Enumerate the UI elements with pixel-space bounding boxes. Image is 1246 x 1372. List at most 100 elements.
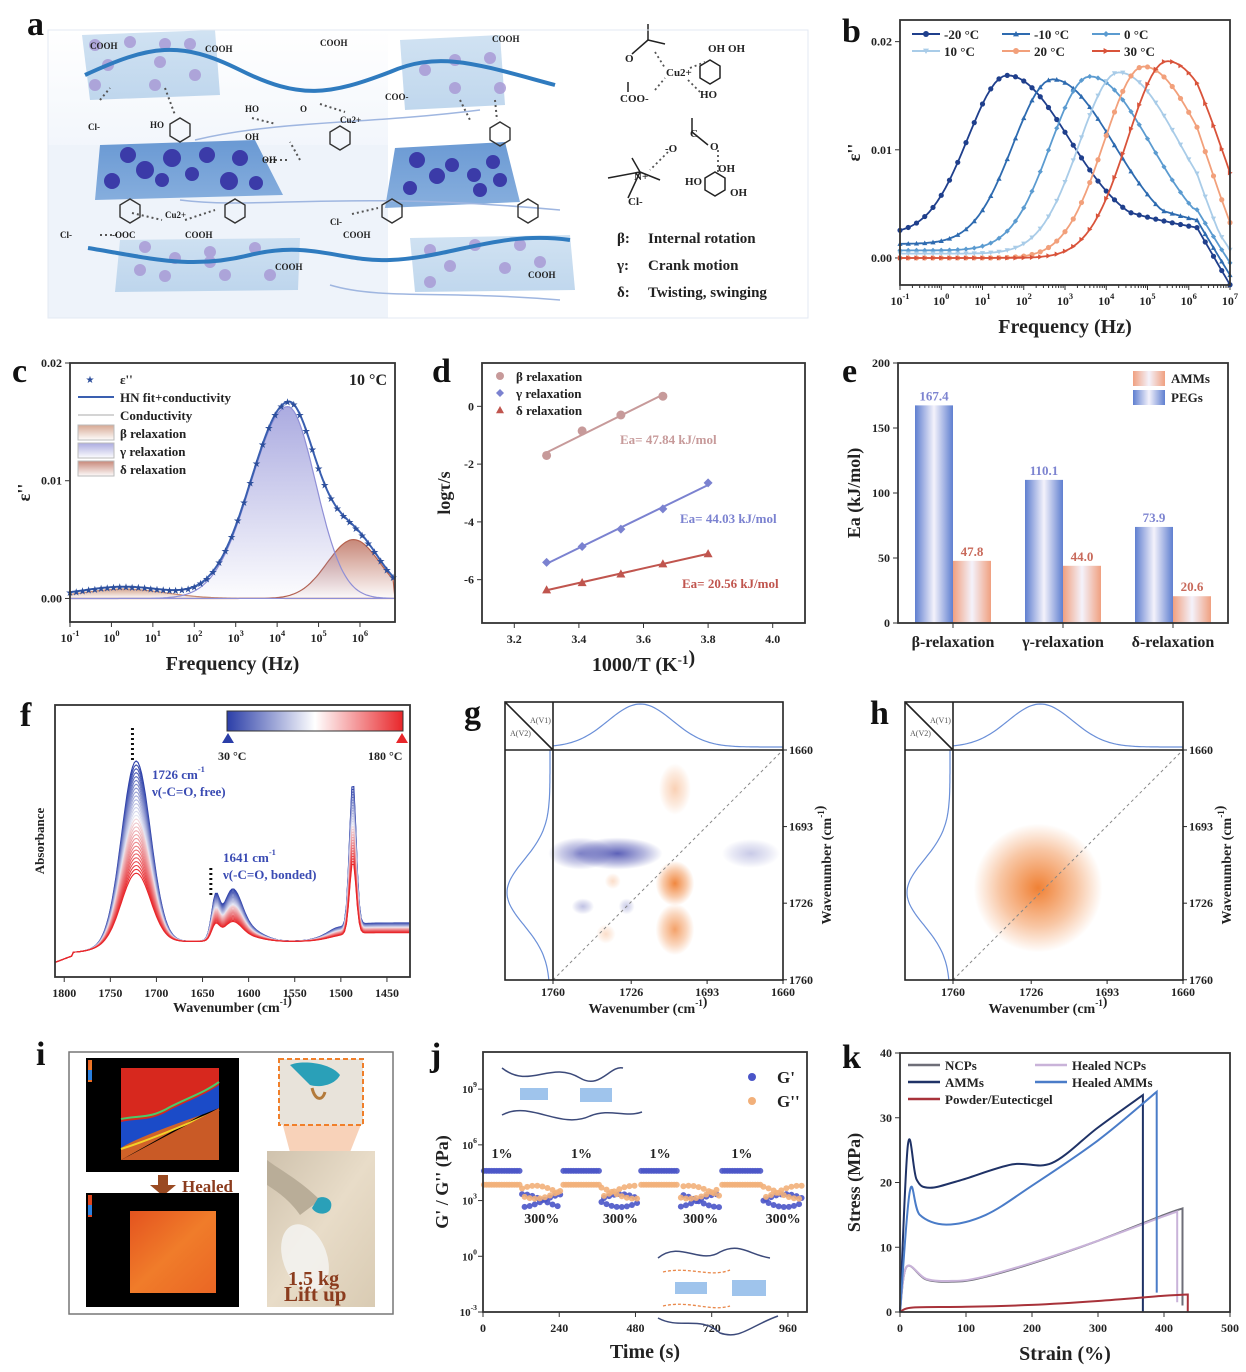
y-tick-label: 30: [880, 1111, 892, 1125]
legend-label: HN fit+conductivity: [120, 390, 232, 405]
data-point: [1219, 267, 1225, 274]
data-point-star: ★: [84, 586, 93, 597]
data-point-G'': [768, 1191, 775, 1198]
bar-AMMs: [1063, 565, 1101, 623]
data-point: [1012, 135, 1019, 141]
legend-marker: [1013, 31, 1019, 37]
data-point: [1120, 70, 1126, 76]
svg-text:COO-: COO-: [620, 93, 649, 105]
broken-bond: [662, 1269, 731, 1274]
data-point: [1111, 197, 1118, 203]
data-point: [1004, 156, 1010, 162]
data-point-star: ★: [196, 579, 205, 590]
svg-text:Internal rotation: Internal rotation: [648, 231, 756, 247]
top-reference-spectrum: [552, 703, 783, 748]
data-point: [1144, 214, 1151, 220]
data-point: [1078, 155, 1085, 161]
data-point: [922, 213, 928, 220]
panel-letter: b: [842, 13, 861, 50]
motion-legend: β: Internal rotation γ: Crank motion δ: …: [616, 231, 767, 301]
y-tick-label: 0: [886, 1305, 892, 1319]
legend-label: β relaxation: [120, 426, 187, 441]
y-tick-label: 103: [462, 1192, 477, 1208]
legend-label: -10 °C: [1034, 27, 1069, 42]
data-point: [1062, 80, 1068, 85]
data-point-star: ★: [121, 583, 130, 594]
data-point: [988, 193, 994, 198]
x-tick-label: 103: [228, 629, 244, 645]
panel-letter: j: [429, 1037, 441, 1074]
data-point-G': [521, 1203, 528, 1210]
data-point: [988, 250, 994, 256]
x-tick-label: 10-1: [891, 292, 910, 308]
legend-label: β relaxation: [516, 369, 583, 384]
x-axis-label: Time (s): [610, 1341, 680, 1363]
weight-label: 1.5 kg: [288, 1268, 339, 1290]
data-point-star: ★: [128, 583, 137, 594]
x-tick-label: 1693: [695, 985, 719, 999]
y-tick-label: 50: [878, 551, 890, 565]
svg-text:COOH: COOH: [90, 41, 118, 51]
svg-text:OH: OH: [728, 43, 746, 55]
data-point-G': [770, 1201, 777, 1208]
svg-text:O: O: [625, 53, 634, 65]
data-point-star: ★: [208, 567, 217, 578]
data-point: [1144, 89, 1151, 94]
data-point-G': [765, 1199, 772, 1206]
data-point: [542, 557, 552, 567]
polymer-backbone: [84, 47, 556, 93]
data-point-star: ★: [103, 583, 112, 594]
data-point-G'': [544, 1184, 551, 1191]
data-point-G': [785, 1203, 792, 1210]
data-point: [1037, 249, 1043, 255]
data-point-G': [677, 1203, 684, 1210]
strain-label: 300%: [766, 1212, 801, 1227]
correlation-peak: [721, 839, 780, 868]
svg-text:COOH: COOH: [320, 38, 348, 48]
legend-label: PEGs: [1171, 390, 1203, 405]
data-point: [1194, 80, 1200, 86]
data-point: [542, 585, 552, 594]
x-tick-label: 1750: [98, 986, 122, 1000]
data-point: [939, 255, 944, 261]
y-tick-label: 0: [468, 399, 474, 413]
data-point: [1013, 255, 1019, 261]
x-tick-label: 1700: [144, 986, 168, 1000]
data-point-G'': [716, 1192, 723, 1199]
data-point: [1202, 239, 1208, 245]
x-tick-label: 104: [1098, 292, 1115, 308]
legend-swatch: [77, 442, 115, 459]
y-axis-label: Stress (MPa): [844, 1133, 865, 1232]
chart-panel-k: k 0 100 200 300 400 500 0 10 20 30 40 Strain (%) Stre…: [842, 1039, 1239, 1365]
stress-strain-curve-AMMs: [899, 1093, 1144, 1313]
data-point: [922, 255, 928, 261]
data-point-star: ★: [177, 586, 186, 597]
svg-text:N+: N+: [634, 171, 648, 183]
data-point-G'': [677, 1194, 684, 1201]
top-reference-spectrum: [952, 703, 1183, 748]
data-point: [1120, 88, 1126, 94]
data-point-G': [526, 1202, 533, 1209]
svg-text:COOH: COOH: [275, 262, 303, 272]
healed-arrow: [150, 1175, 176, 1196]
correlation-peak: [604, 873, 621, 890]
data-point: [938, 238, 944, 243]
data-point-G'': [526, 1195, 533, 1202]
data-point: [1186, 223, 1192, 229]
x-tick-label: 3.6: [636, 632, 651, 646]
data-point: [1021, 78, 1027, 84]
y-tick-label: 1660: [1189, 743, 1213, 757]
correlation-peak: [548, 837, 613, 870]
x-tick-label: 105: [1139, 292, 1155, 308]
data-point-G'': [524, 1183, 531, 1190]
y-tick-label: 1726: [789, 896, 813, 910]
data-point-G': [700, 1200, 707, 1207]
x-axis-label: Frequency (Hz): [998, 316, 1132, 338]
svg-text:Cu2+: Cu2+: [165, 210, 186, 220]
legend-label: 10 °C: [944, 44, 975, 59]
legend-label: δ relaxation: [120, 462, 187, 477]
x-tick-label: 3.8: [701, 632, 716, 646]
y-axis-label: ε'': [844, 144, 864, 162]
data-point: [1111, 142, 1118, 148]
data-point-star: ★: [240, 498, 249, 509]
